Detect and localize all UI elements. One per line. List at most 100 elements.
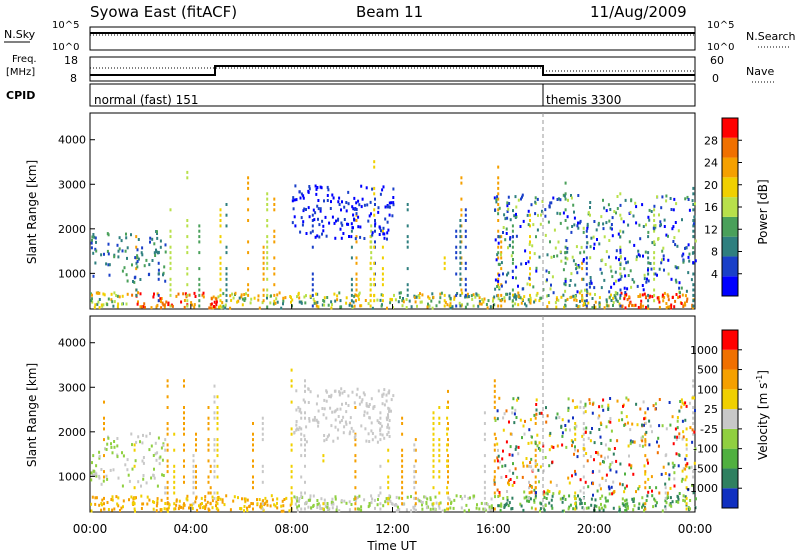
echo-point bbox=[511, 276, 514, 280]
echo-point bbox=[438, 422, 441, 425]
colorbar-segment bbox=[722, 389, 738, 410]
echo-point bbox=[110, 298, 113, 302]
echo-point bbox=[642, 304, 645, 308]
echo-point bbox=[113, 507, 116, 511]
echo-point bbox=[401, 470, 404, 474]
echo-point bbox=[156, 232, 158, 235]
echo-point bbox=[225, 203, 228, 206]
echo-point bbox=[159, 455, 162, 459]
echo-point bbox=[148, 498, 151, 502]
echo-point bbox=[390, 201, 393, 205]
echo-point bbox=[297, 406, 300, 410]
echo-point bbox=[589, 279, 592, 283]
echo-point bbox=[282, 299, 285, 303]
echo-point bbox=[189, 503, 192, 507]
echo-point bbox=[136, 265, 139, 269]
colorbar-tick-label: -25 bbox=[700, 423, 718, 436]
echo-point bbox=[541, 200, 544, 203]
echo-point bbox=[323, 407, 326, 411]
echo-point bbox=[503, 299, 506, 303]
echo-point bbox=[476, 503, 478, 507]
echo-point bbox=[135, 235, 138, 239]
echo-point bbox=[685, 496, 688, 500]
echo-point bbox=[219, 235, 222, 239]
echo-point bbox=[370, 267, 373, 271]
echo-point bbox=[472, 304, 475, 308]
colorbar-tick-label: 500 bbox=[697, 364, 718, 377]
echo-point bbox=[207, 459, 210, 463]
velocity-colorbar-label: Velocity [m s-1] bbox=[755, 370, 770, 460]
echo-point bbox=[464, 235, 467, 239]
echo-point bbox=[131, 293, 134, 297]
echo-point bbox=[207, 507, 210, 511]
echo-point bbox=[529, 240, 531, 244]
echo-point bbox=[252, 432, 254, 436]
echo-point bbox=[195, 443, 197, 447]
echo-point bbox=[625, 415, 628, 419]
echo-point bbox=[358, 203, 361, 207]
echo-point bbox=[155, 248, 157, 252]
echo-point bbox=[679, 400, 682, 403]
echo-point bbox=[266, 305, 269, 309]
echo-point bbox=[202, 295, 205, 299]
echo-point bbox=[225, 245, 228, 249]
echo-point bbox=[624, 472, 626, 476]
echo-point bbox=[159, 508, 162, 512]
echo-point bbox=[517, 284, 519, 288]
echo-point bbox=[616, 207, 619, 210]
echo-point bbox=[190, 301, 193, 305]
echo-point bbox=[576, 405, 579, 409]
echo-point bbox=[240, 507, 243, 511]
echo-point bbox=[300, 491, 303, 495]
echo-point bbox=[581, 277, 584, 281]
echo-point bbox=[162, 442, 165, 446]
echo-point bbox=[317, 424, 320, 428]
echo-point bbox=[606, 499, 609, 503]
echo-point bbox=[352, 300, 355, 304]
echo-point bbox=[691, 306, 694, 310]
echo-point bbox=[507, 195, 510, 199]
echo-point bbox=[401, 464, 404, 468]
echo-point bbox=[304, 389, 306, 393]
echo-point bbox=[531, 244, 534, 248]
echo-point bbox=[386, 205, 389, 209]
echo-point bbox=[498, 493, 501, 497]
echo-point bbox=[620, 291, 623, 295]
echo-point bbox=[95, 496, 98, 500]
echo-point bbox=[617, 232, 620, 236]
echo-point bbox=[355, 299, 357, 303]
echo-point bbox=[381, 277, 384, 281]
echo-point bbox=[631, 278, 634, 282]
colorbar-segment bbox=[722, 197, 738, 217]
echo-point bbox=[682, 494, 685, 498]
echo-point bbox=[355, 256, 358, 260]
echo-point bbox=[455, 272, 458, 276]
echo-point bbox=[593, 504, 596, 508]
echo-point bbox=[653, 224, 656, 228]
echo-point bbox=[651, 295, 654, 299]
echo-point bbox=[590, 503, 593, 507]
echo-point bbox=[398, 496, 401, 500]
echo-point bbox=[589, 276, 592, 279]
echo-point bbox=[578, 265, 581, 269]
echo-point bbox=[665, 194, 668, 198]
echo-point bbox=[324, 215, 327, 219]
echo-point bbox=[682, 305, 685, 308]
echo-point bbox=[537, 446, 540, 450]
echo-point bbox=[464, 267, 467, 271]
echo-point bbox=[607, 304, 610, 308]
echo-point bbox=[216, 427, 219, 431]
echo-point bbox=[673, 435, 676, 439]
echo-point bbox=[379, 486, 382, 490]
echo-point bbox=[368, 416, 371, 420]
echo-point bbox=[515, 205, 518, 209]
echo-point bbox=[401, 502, 404, 506]
echo-point bbox=[509, 445, 512, 449]
echo-point bbox=[681, 254, 684, 258]
echo-point bbox=[530, 490, 533, 494]
echo-point bbox=[448, 498, 451, 502]
echo-point bbox=[266, 267, 269, 271]
echo-point bbox=[215, 297, 218, 301]
echo-point bbox=[103, 427, 105, 431]
echo-point bbox=[525, 495, 528, 499]
